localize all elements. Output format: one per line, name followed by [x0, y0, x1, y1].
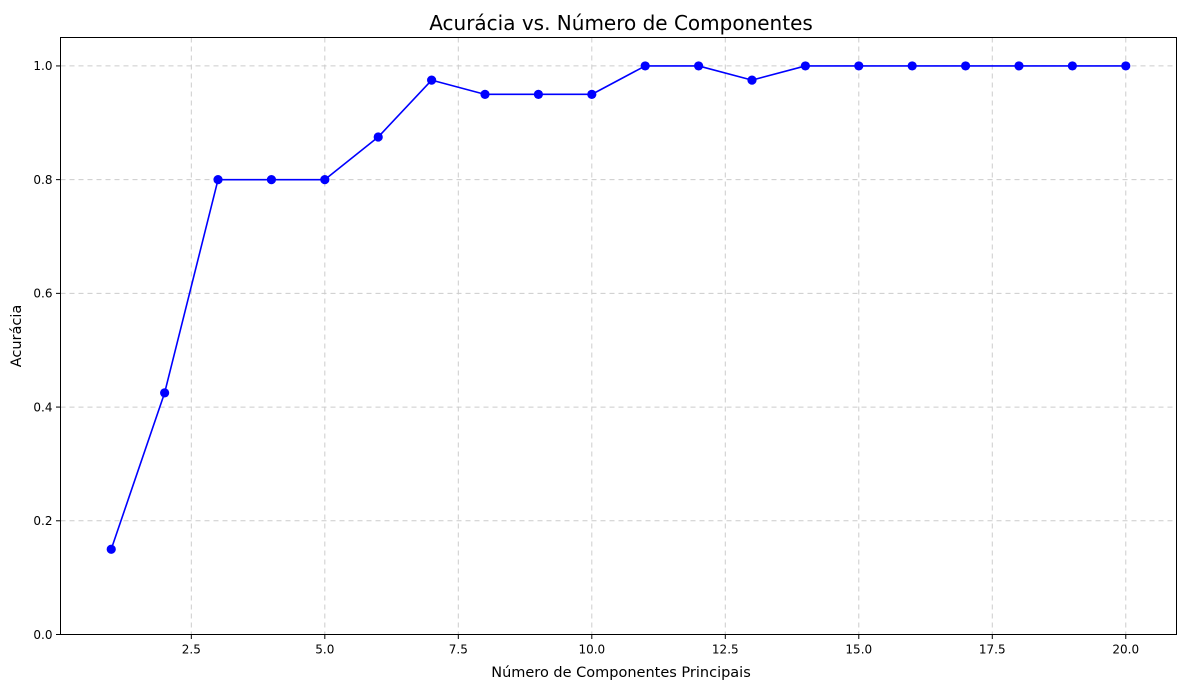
data-point — [907, 61, 917, 71]
x-tick-label: 17.5 — [979, 643, 1006, 657]
data-point — [1014, 61, 1024, 71]
y-tick-label: 0.8 — [33, 173, 52, 187]
x-axis-label: Número de Componentes Principais — [491, 665, 751, 681]
x-tick-label: 20.0 — [1112, 643, 1139, 657]
data-point — [1121, 61, 1131, 71]
y-axis-ticks: 0.0 0.2 0.4 0.6 0.8 1.0 — [33, 59, 61, 642]
x-tick-label: 12.5 — [712, 643, 739, 657]
data-point — [1067, 61, 1077, 71]
data-point — [854, 61, 864, 71]
data-point — [480, 89, 490, 99]
data-point — [533, 89, 544, 99]
data-point — [427, 75, 437, 85]
data-point — [213, 175, 223, 185]
y-tick-label: 1.0 — [33, 59, 52, 73]
y-tick-label: 0.4 — [33, 400, 52, 414]
plot-frame — [60, 37, 1177, 635]
data-point — [693, 61, 704, 71]
data-point — [747, 75, 757, 85]
y-tick-label: 0.0 — [33, 628, 52, 642]
chart-title: Acurácia vs. Número de Componentes — [429, 11, 813, 35]
data-point — [640, 61, 650, 71]
data-series — [106, 61, 1131, 554]
data-point — [266, 175, 277, 185]
series-line — [110, 65, 1126, 550]
grid-lines — [60, 37, 1177, 635]
x-axis-ticks: 2.5 5.0 7.5 10.0 12.5 15.0 17.5 20.0 — [182, 634, 1139, 657]
data-point — [160, 388, 170, 398]
data-point — [800, 61, 810, 71]
data-point — [320, 175, 330, 185]
x-tick-label: 5.0 — [315, 643, 334, 657]
data-point — [106, 544, 116, 554]
x-tick-label: 7.5 — [449, 643, 468, 657]
data-point — [587, 89, 597, 99]
y-tick-label: 0.2 — [33, 514, 52, 528]
data-point — [373, 132, 383, 142]
y-tick-label: 0.6 — [33, 287, 52, 301]
x-tick-label: 10.0 — [578, 643, 605, 657]
data-point — [960, 61, 971, 71]
x-tick-label: 15.0 — [845, 643, 872, 657]
x-tick-label: 2.5 — [182, 643, 201, 657]
y-axis-label: Acurácia — [9, 305, 25, 368]
